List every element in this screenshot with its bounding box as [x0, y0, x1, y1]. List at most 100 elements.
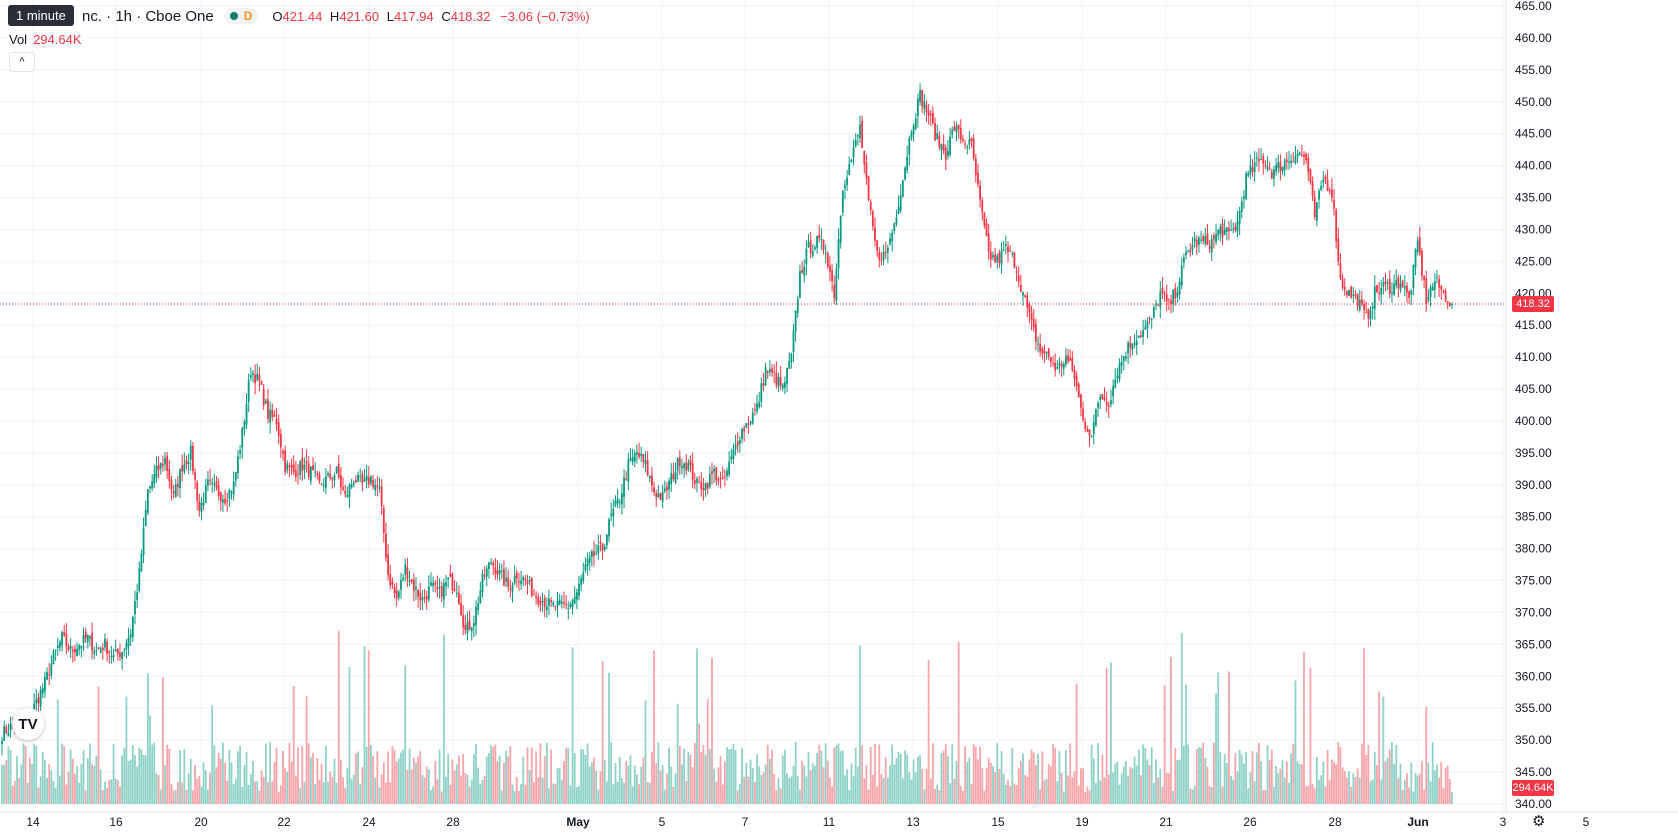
candle-body	[543, 597, 546, 608]
price-tick-label: 365.00	[1515, 637, 1552, 651]
candle-body	[196, 482, 199, 501]
volume-bar	[121, 755, 124, 804]
candle-body	[1052, 362, 1054, 364]
candle-body	[614, 500, 617, 507]
volume-bar	[1210, 787, 1213, 804]
candle-body	[974, 158, 977, 176]
candle-body	[848, 163, 851, 175]
volume-bar	[1365, 755, 1368, 804]
candle-body	[1431, 286, 1434, 291]
volume-bar	[185, 790, 188, 804]
candle-body	[1180, 265, 1183, 286]
volume-bar	[921, 768, 924, 804]
candle-body	[968, 139, 971, 145]
candle-body	[1337, 238, 1340, 262]
candle-body	[588, 556, 591, 563]
candle-body	[387, 554, 389, 575]
volume-bar	[1399, 763, 1402, 804]
candle-body	[352, 482, 355, 485]
candle-body	[131, 616, 134, 638]
volume-bar	[792, 765, 795, 804]
candle-body	[610, 513, 613, 517]
volume-bar	[365, 746, 368, 804]
candle-body	[891, 232, 894, 242]
volume-bar	[16, 756, 18, 804]
symbol-title[interactable]: nc. · 1h · Cboe One	[82, 7, 214, 25]
candle-body	[1288, 161, 1290, 163]
candle-body	[415, 587, 417, 590]
candle-body	[1073, 369, 1076, 379]
volume-bar	[146, 673, 149, 804]
candle-body	[1300, 155, 1303, 157]
volume-bar	[397, 758, 400, 804]
volume-bar	[861, 745, 864, 804]
candle-body	[936, 133, 939, 140]
volume-bar	[104, 781, 106, 804]
candle-body	[116, 649, 119, 654]
volume-bar	[644, 700, 647, 804]
volume-bar	[215, 767, 218, 804]
volume-bar	[1343, 770, 1346, 804]
volume-bar	[1418, 773, 1421, 804]
candle-body	[114, 649, 117, 652]
candle-body	[987, 233, 990, 253]
price-tick-label: 435.00	[1515, 191, 1552, 205]
collapse-legend-button[interactable]: ^	[9, 52, 35, 72]
volume-bar	[1030, 749, 1033, 804]
candle-body	[1429, 287, 1432, 298]
market-status[interactable]: D	[223, 8, 259, 24]
candle-body	[492, 562, 495, 566]
price-axis: 465.00 460.00 455.00 450.00 445.00 440.00 435.…	[1515, 0, 1552, 811]
candle-body	[1086, 429, 1089, 432]
candle-body	[908, 138, 911, 155]
volume-bar	[934, 788, 936, 804]
candle-body	[1283, 160, 1286, 170]
candle-body	[140, 554, 143, 571]
volume-bar	[376, 751, 379, 804]
volume-bar	[912, 759, 915, 804]
volume-bar	[983, 790, 986, 804]
volume-bar	[71, 758, 74, 804]
candle-body	[1047, 348, 1050, 357]
candle-body	[472, 623, 475, 627]
candle-body	[518, 581, 520, 583]
volume-bar	[962, 791, 964, 804]
open-value: 421.44	[282, 8, 323, 24]
volume-bar	[59, 775, 61, 804]
time-tick-label: 16	[109, 815, 123, 829]
volume-bar	[636, 774, 638, 804]
volume-bar	[438, 749, 441, 804]
volume-bar	[359, 784, 362, 804]
volume-bar	[297, 747, 299, 804]
time-axis: 14 16 20 22 24 28 May 5 7 11 13 15 19 21 26 28 Jun 3 5	[26, 815, 1589, 829]
volume-bar	[747, 776, 750, 804]
volume-bar	[1337, 742, 1340, 804]
tradingview-logo[interactable]: TV	[12, 708, 44, 740]
candle-body	[852, 146, 855, 158]
candle-body	[629, 458, 632, 461]
candle-body	[535, 596, 537, 598]
candle-body	[962, 138, 964, 141]
volume-bar	[1122, 766, 1125, 804]
candle-body	[1024, 295, 1027, 297]
volume-bar	[766, 744, 769, 804]
candle-body	[1195, 239, 1198, 247]
volume-bar	[850, 763, 853, 804]
volume-bar	[1292, 743, 1295, 804]
volume-bar	[640, 766, 643, 804]
volume-bar	[86, 758, 89, 804]
volume-bar	[837, 743, 840, 804]
candle-body	[1440, 285, 1443, 290]
settings-icon[interactable]: ⚙	[1532, 813, 1546, 830]
volume-bar	[1348, 770, 1350, 804]
volume-bar	[803, 765, 806, 804]
candle-body	[751, 412, 754, 424]
candle-body	[365, 475, 368, 481]
volume-bar	[530, 747, 533, 804]
volume-bar	[400, 752, 402, 804]
volume-bar	[224, 762, 226, 804]
volume-bar	[89, 743, 91, 804]
candle-body	[696, 478, 698, 483]
volume-bar	[24, 745, 27, 804]
